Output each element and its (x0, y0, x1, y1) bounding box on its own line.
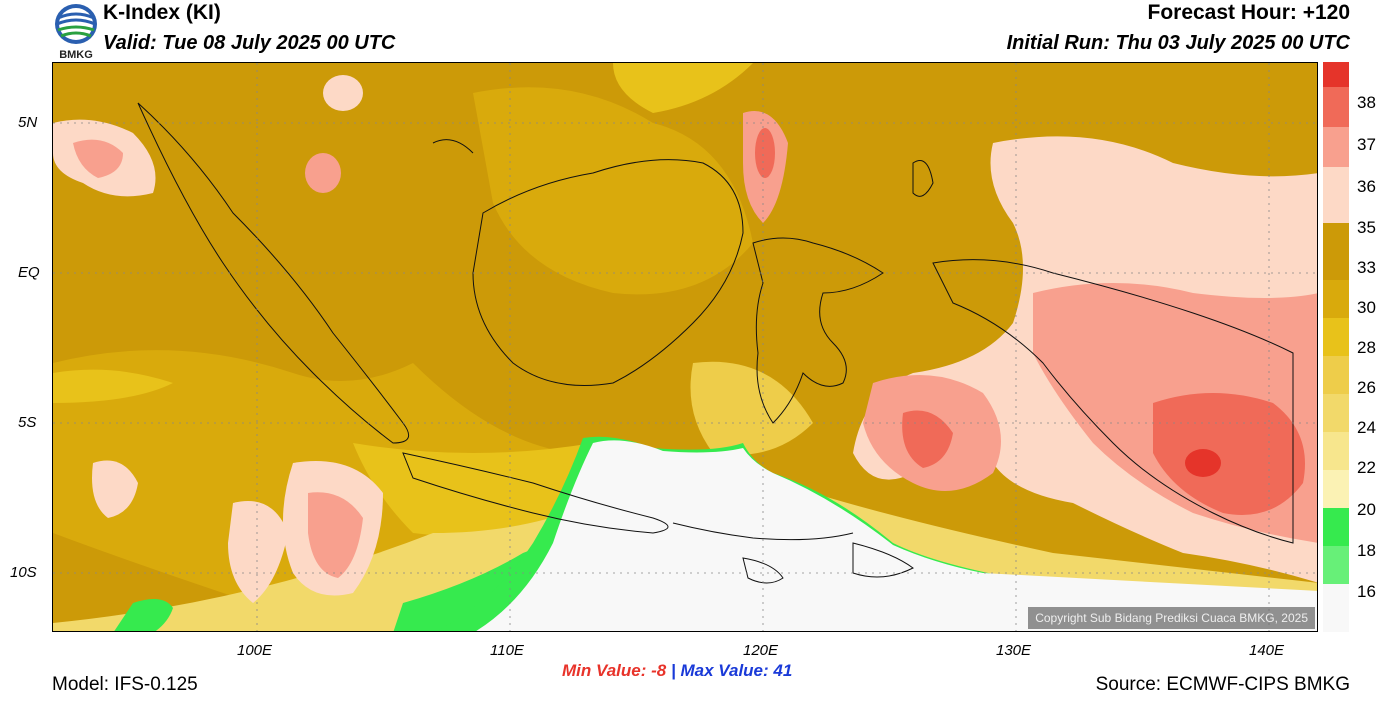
field-35-36-west-ocean (92, 460, 138, 518)
colorbar-label: 22 (1357, 458, 1376, 477)
copyright-notice: Copyright Sub Bidang Prediksi Cuaca BMKG… (1028, 607, 1315, 629)
colorbar-label: 36 (1357, 177, 1376, 196)
field-26-28-sulawesi (690, 361, 813, 455)
colorbar-swatch (1323, 394, 1349, 432)
lon-label-140e: 140E (1249, 642, 1285, 659)
field-37-38-papua (1153, 393, 1305, 515)
forecast-hour: Forecast Hour: +120 (1147, 1, 1351, 24)
lat-label-eq: EQ (18, 264, 40, 281)
colorbar-swatch (1323, 87, 1349, 127)
k-index-map: Copyright Sub Bidang Prediksi Cuaca BMKG… (52, 62, 1318, 632)
field-green-sw (114, 599, 173, 631)
lon-label-120e: 120E (743, 642, 779, 659)
colorbar-label: 33 (1357, 258, 1376, 277)
colorbar-swatch (1323, 127, 1349, 167)
nusa-tenggara-outline (672, 522, 854, 541)
colorbar-label: 37 (1357, 135, 1376, 154)
lon-label-100e: 100E (237, 642, 273, 659)
field-36-37-malaya (305, 153, 341, 193)
colorbar-swatch (1323, 356, 1349, 394)
field-36-37-nw (73, 139, 123, 178)
field-28-30-west (53, 369, 173, 403)
colorbar-label: 20 (1357, 500, 1376, 519)
initial-run: Initial Run: Thu 03 July 2025 00 UTC (1006, 32, 1350, 54)
colorbar-swatch (1323, 318, 1349, 356)
lat-label-10s: 10S (10, 564, 37, 581)
low-index-white-region (476, 440, 1317, 631)
lat-label-5s: 5S (18, 414, 37, 431)
min-max-values: Min Value: -8 | Max Value: 41 (562, 661, 792, 681)
java-outline (402, 452, 669, 534)
sumatra-outline (137, 102, 410, 444)
model-info: Model: IFS-0.125 (52, 674, 198, 695)
lat-label-5n: 5N (18, 114, 38, 131)
field-30-33-borneo (473, 87, 753, 295)
natuna-outline (432, 139, 474, 154)
colorbar-swatch (1323, 62, 1349, 87)
colorbar-label: 35 (1357, 218, 1376, 237)
colorbar-label: 18 (1357, 541, 1376, 560)
graticule (53, 63, 1317, 631)
field-28-30-north (613, 63, 753, 113)
field-37-38-philippines (755, 128, 775, 178)
colorbar-label: 24 (1357, 418, 1376, 437)
colorbar-label: 38 (1357, 93, 1376, 112)
field-37-38-banda-core (902, 410, 953, 468)
colorbar-swatch (1323, 546, 1349, 584)
halmahera-outline (912, 160, 934, 197)
sumba-outline (742, 557, 784, 584)
valid-time: Valid: Tue 08 July 2025 00 UTC (103, 32, 396, 54)
bmkg-logo: BMKG (52, 2, 100, 61)
colorbar-label: 16 (1357, 582, 1376, 601)
timor-outline (852, 542, 914, 578)
colorbar-swatch (1323, 167, 1349, 223)
colorbar-label: 30 (1357, 298, 1376, 317)
map-title: K-Index (KI) (103, 1, 221, 24)
max-value: 41 (773, 661, 793, 680)
sulawesi-outline (752, 237, 884, 424)
lon-label-110e: 110E (490, 642, 524, 659)
field-38-plus-core (1185, 449, 1221, 477)
colorbar-swatch (1323, 280, 1349, 318)
colorbar-swatch (1323, 470, 1349, 508)
min-max-separator: | (670, 661, 676, 680)
colorbar-swatch (1323, 508, 1349, 546)
papua-outline (932, 259, 1294, 544)
colorbar-label: 28 (1357, 338, 1376, 357)
colorbar-swatch (1323, 223, 1349, 280)
coastlines (137, 102, 1294, 584)
colorbar-swatch (1323, 432, 1349, 470)
svg-text:BMKG: BMKG (59, 49, 93, 60)
lon-label-130e: 130E (996, 642, 1032, 659)
colorbar (1323, 62, 1349, 632)
field-35-36-indian-ocean (228, 501, 288, 603)
min-value-label: Min Value: (562, 661, 647, 680)
max-value-label: Max Value: (680, 661, 769, 680)
field-35-36-north (323, 75, 363, 111)
min-value: -8 (651, 661, 667, 680)
colorbar-label: 26 (1357, 378, 1376, 397)
borneo-outline (472, 159, 744, 386)
field-36-37-sumatra-sw (308, 492, 363, 578)
source-info: Source: ECMWF-CIPS BMKG (1095, 674, 1350, 695)
colorbar-swatch (1323, 584, 1349, 632)
